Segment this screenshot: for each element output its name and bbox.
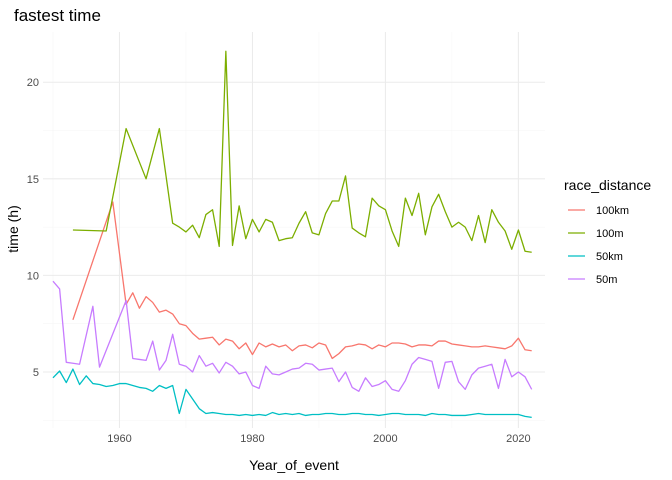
x-tick-label: 2020 (506, 433, 530, 445)
x-tick-label: 1960 (107, 433, 131, 445)
y-tick-label: 5 (33, 367, 39, 379)
series-line-100m (72, 50, 532, 253)
chart-title: fastest time (14, 6, 101, 25)
legend-label-100m: 100m (596, 228, 624, 240)
x-tick-label: 1980 (240, 433, 264, 445)
x-axis-tick-labels: 1960 1980 2000 2020 (107, 433, 530, 445)
y-axis-title: time (h) (5, 205, 21, 252)
legend-items: 100km 100m 50km 50m (568, 205, 629, 286)
y-tick-label: 10 (27, 270, 39, 282)
x-axis-title: Year_of_event (249, 457, 339, 473)
legend-label-100km: 100km (596, 205, 629, 217)
legend-label-50m: 50m (596, 274, 617, 286)
legend-label-50km: 50km (596, 251, 623, 263)
y-tick-label: 15 (27, 174, 39, 186)
series-lines (52, 50, 533, 419)
legend-title: race_distance (564, 177, 651, 193)
legend: race_distance 100km 100m 50km 50m (564, 177, 651, 286)
major-gridlines (43, 32, 545, 428)
series-line-50km (52, 368, 532, 419)
series-line-50m (52, 280, 533, 392)
series-line-100km (72, 201, 532, 360)
x-tick-label: 2000 (373, 433, 397, 445)
y-tick-label: 20 (27, 77, 39, 89)
y-axis-tick-labels: 5 10 15 20 (27, 77, 39, 379)
